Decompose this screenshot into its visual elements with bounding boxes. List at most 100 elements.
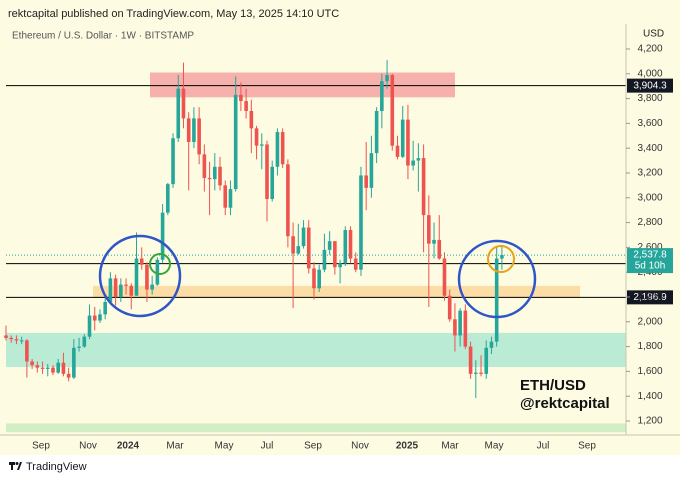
candle-body: [134, 258, 139, 296]
candle-body: [223, 185, 228, 208]
header: rektcapital published on TradingView.com…: [8, 8, 339, 20]
y-tick-label: 1,400: [637, 391, 662, 402]
highlight-circle: [149, 253, 171, 275]
candle-body: [494, 258, 499, 342]
candle-body: [338, 263, 342, 268]
candle-body: [124, 284, 128, 286]
tradingview-logo: [9, 462, 22, 470]
y-tick-label: 2,600: [637, 242, 662, 253]
candle-body: [296, 246, 301, 254]
candle-body: [197, 118, 201, 155]
candle-body: [265, 144, 269, 200]
candle-body: [40, 367, 45, 369]
x-tick-label: Sep: [578, 441, 596, 452]
zone: [93, 285, 580, 298]
candle-body: [385, 74, 389, 82]
candle-body: [228, 189, 233, 208]
candle-body: [390, 74, 395, 146]
currency: USD: [643, 29, 664, 40]
zone: [6, 332, 626, 368]
candle-body: [291, 236, 295, 254]
y-tick-label: 2,800: [637, 217, 662, 228]
candle-body: [150, 284, 154, 290]
annotation: ETH/USD: [520, 377, 586, 394]
x-tick-label: May: [485, 441, 504, 452]
y-tick-label: 3,000: [637, 192, 662, 203]
candle-body: [421, 158, 426, 216]
annotation: @rektcapital: [520, 395, 610, 412]
candle-body: [202, 154, 207, 178]
candle-body: [400, 119, 405, 157]
candle-body: [145, 264, 149, 290]
candle-body: [416, 158, 421, 161]
x-tick-label: Sep: [32, 441, 50, 452]
candle-body: [275, 132, 280, 167]
highlight-circle: [98, 234, 182, 318]
candle-body: [280, 132, 285, 165]
y-tick-label: 3,400: [637, 143, 662, 154]
candle-body: [489, 341, 494, 348]
candle-body: [129, 285, 134, 296]
footer-brand: TradingView: [26, 461, 87, 473]
x-tick-label: Jul: [261, 441, 274, 452]
candle-body: [411, 160, 415, 166]
y-tick-label: 2,200: [637, 292, 662, 303]
candle-body: [108, 278, 113, 302]
x-tick-label: 2024: [117, 441, 140, 452]
candle-body: [437, 239, 442, 259]
y-tick-label: 3,200: [637, 168, 662, 179]
candle-body: [171, 138, 175, 185]
candle-body: [119, 284, 123, 297]
footer-bg: [0, 455, 680, 481]
candle-body: [270, 166, 275, 200]
candle-body: [479, 372, 483, 374]
candle-body: [447, 295, 452, 320]
candle-body: [380, 81, 384, 111]
candle-body: [176, 88, 181, 139]
candle-body: [207, 177, 212, 180]
candle-body: [453, 319, 457, 336]
candle-body: [301, 227, 306, 247]
last-price-bg: [627, 248, 673, 274]
candle-body: [312, 268, 316, 289]
candle-body: [4, 335, 8, 338]
candle-body: [192, 118, 196, 142]
candle-body: [254, 128, 259, 146]
candle-body: [364, 175, 368, 188]
x-tick-label: Nov: [79, 441, 97, 452]
candle-body: [474, 372, 478, 374]
y-tick-label: 1,600: [637, 366, 662, 377]
candle-body: [484, 347, 489, 374]
x-tick-label: Nov: [351, 441, 369, 452]
candle-body: [218, 166, 222, 186]
x-tick-label: Mar: [166, 441, 184, 452]
candle-body: [19, 340, 24, 342]
candle-body: [239, 94, 243, 102]
candle-body: [113, 278, 118, 297]
y-tick-label: 4,200: [637, 44, 662, 55]
candle-body: [442, 258, 447, 296]
candle-body: [155, 259, 160, 285]
candle-body: [186, 118, 191, 142]
x-tick-label: Mar: [441, 441, 459, 452]
candle-body: [25, 340, 29, 362]
candle-body: [374, 110, 379, 154]
candle-body: [98, 314, 102, 321]
y-tick-label: 3,600: [637, 118, 662, 129]
candle-body: [359, 175, 363, 270]
x-tick-label: 2025: [396, 441, 419, 452]
level-label-bg: [627, 290, 673, 305]
candle-body: [259, 144, 264, 146]
candle-body: [306, 227, 311, 269]
candle-body: [395, 145, 400, 157]
countdown: 5d 10h: [635, 261, 666, 272]
candle-body: [333, 241, 337, 268]
candle-body: [160, 212, 165, 260]
candle-body: [77, 346, 81, 348]
zone: [6, 423, 626, 433]
y-tick-label: 4,000: [637, 68, 662, 79]
candle-body: [181, 88, 186, 119]
candle-body: [463, 310, 468, 347]
highlight-circle: [487, 245, 515, 273]
